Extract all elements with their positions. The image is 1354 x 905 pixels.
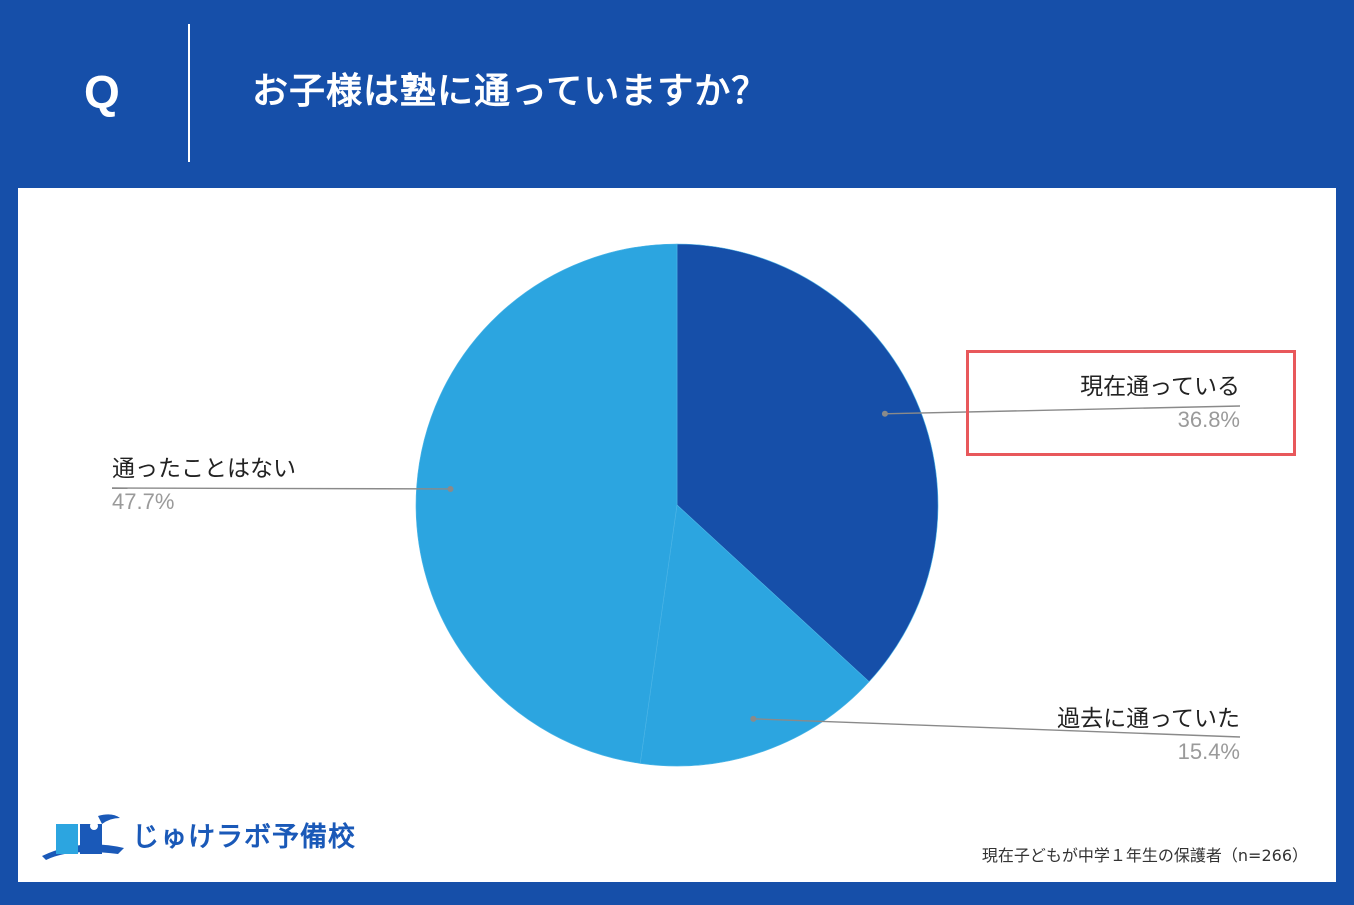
- header-divider: [188, 24, 190, 162]
- slice-label-past: 過去に通っていた: [1057, 706, 1240, 732]
- logo-text: じゅけラボ予備校: [132, 822, 356, 853]
- highlight-box: [966, 350, 1296, 456]
- leader-dot: [881, 410, 888, 417]
- slice-value-past: 15.4%: [1177, 739, 1240, 764]
- pie-chart: [111, 243, 1241, 767]
- sample-note: 現在子どもが中学１年生の保護者（n=266）: [981, 846, 1308, 865]
- leader-line: [753, 718, 1241, 738]
- slice-value-current: 36.8%: [1177, 407, 1240, 432]
- header-bar: Q お子様は塾に通っていますか？: [0, 0, 1354, 188]
- pie-slice-past: [639, 504, 870, 767]
- slice-value-never: 47.7%: [112, 489, 175, 514]
- question-marker: Q: [84, 66, 120, 118]
- pie-slice-never: [415, 243, 678, 764]
- leader-line: [111, 487, 451, 490]
- pie-slice-current: [676, 243, 939, 683]
- slice-label-never: 通ったことはない: [112, 456, 296, 482]
- slice-label-current: 現在通っている: [1080, 374, 1240, 400]
- chart-panel: 現在通っている 36.8% 過去に通っていた 15.4% 通ったことはない 47…: [18, 188, 1336, 882]
- logo: じゅけラボ予備校: [40, 808, 360, 868]
- book-logo-icon: [42, 814, 124, 860]
- question-title: お子様は塾に通っていますか？: [252, 71, 769, 112]
- leader-line: [884, 405, 1241, 415]
